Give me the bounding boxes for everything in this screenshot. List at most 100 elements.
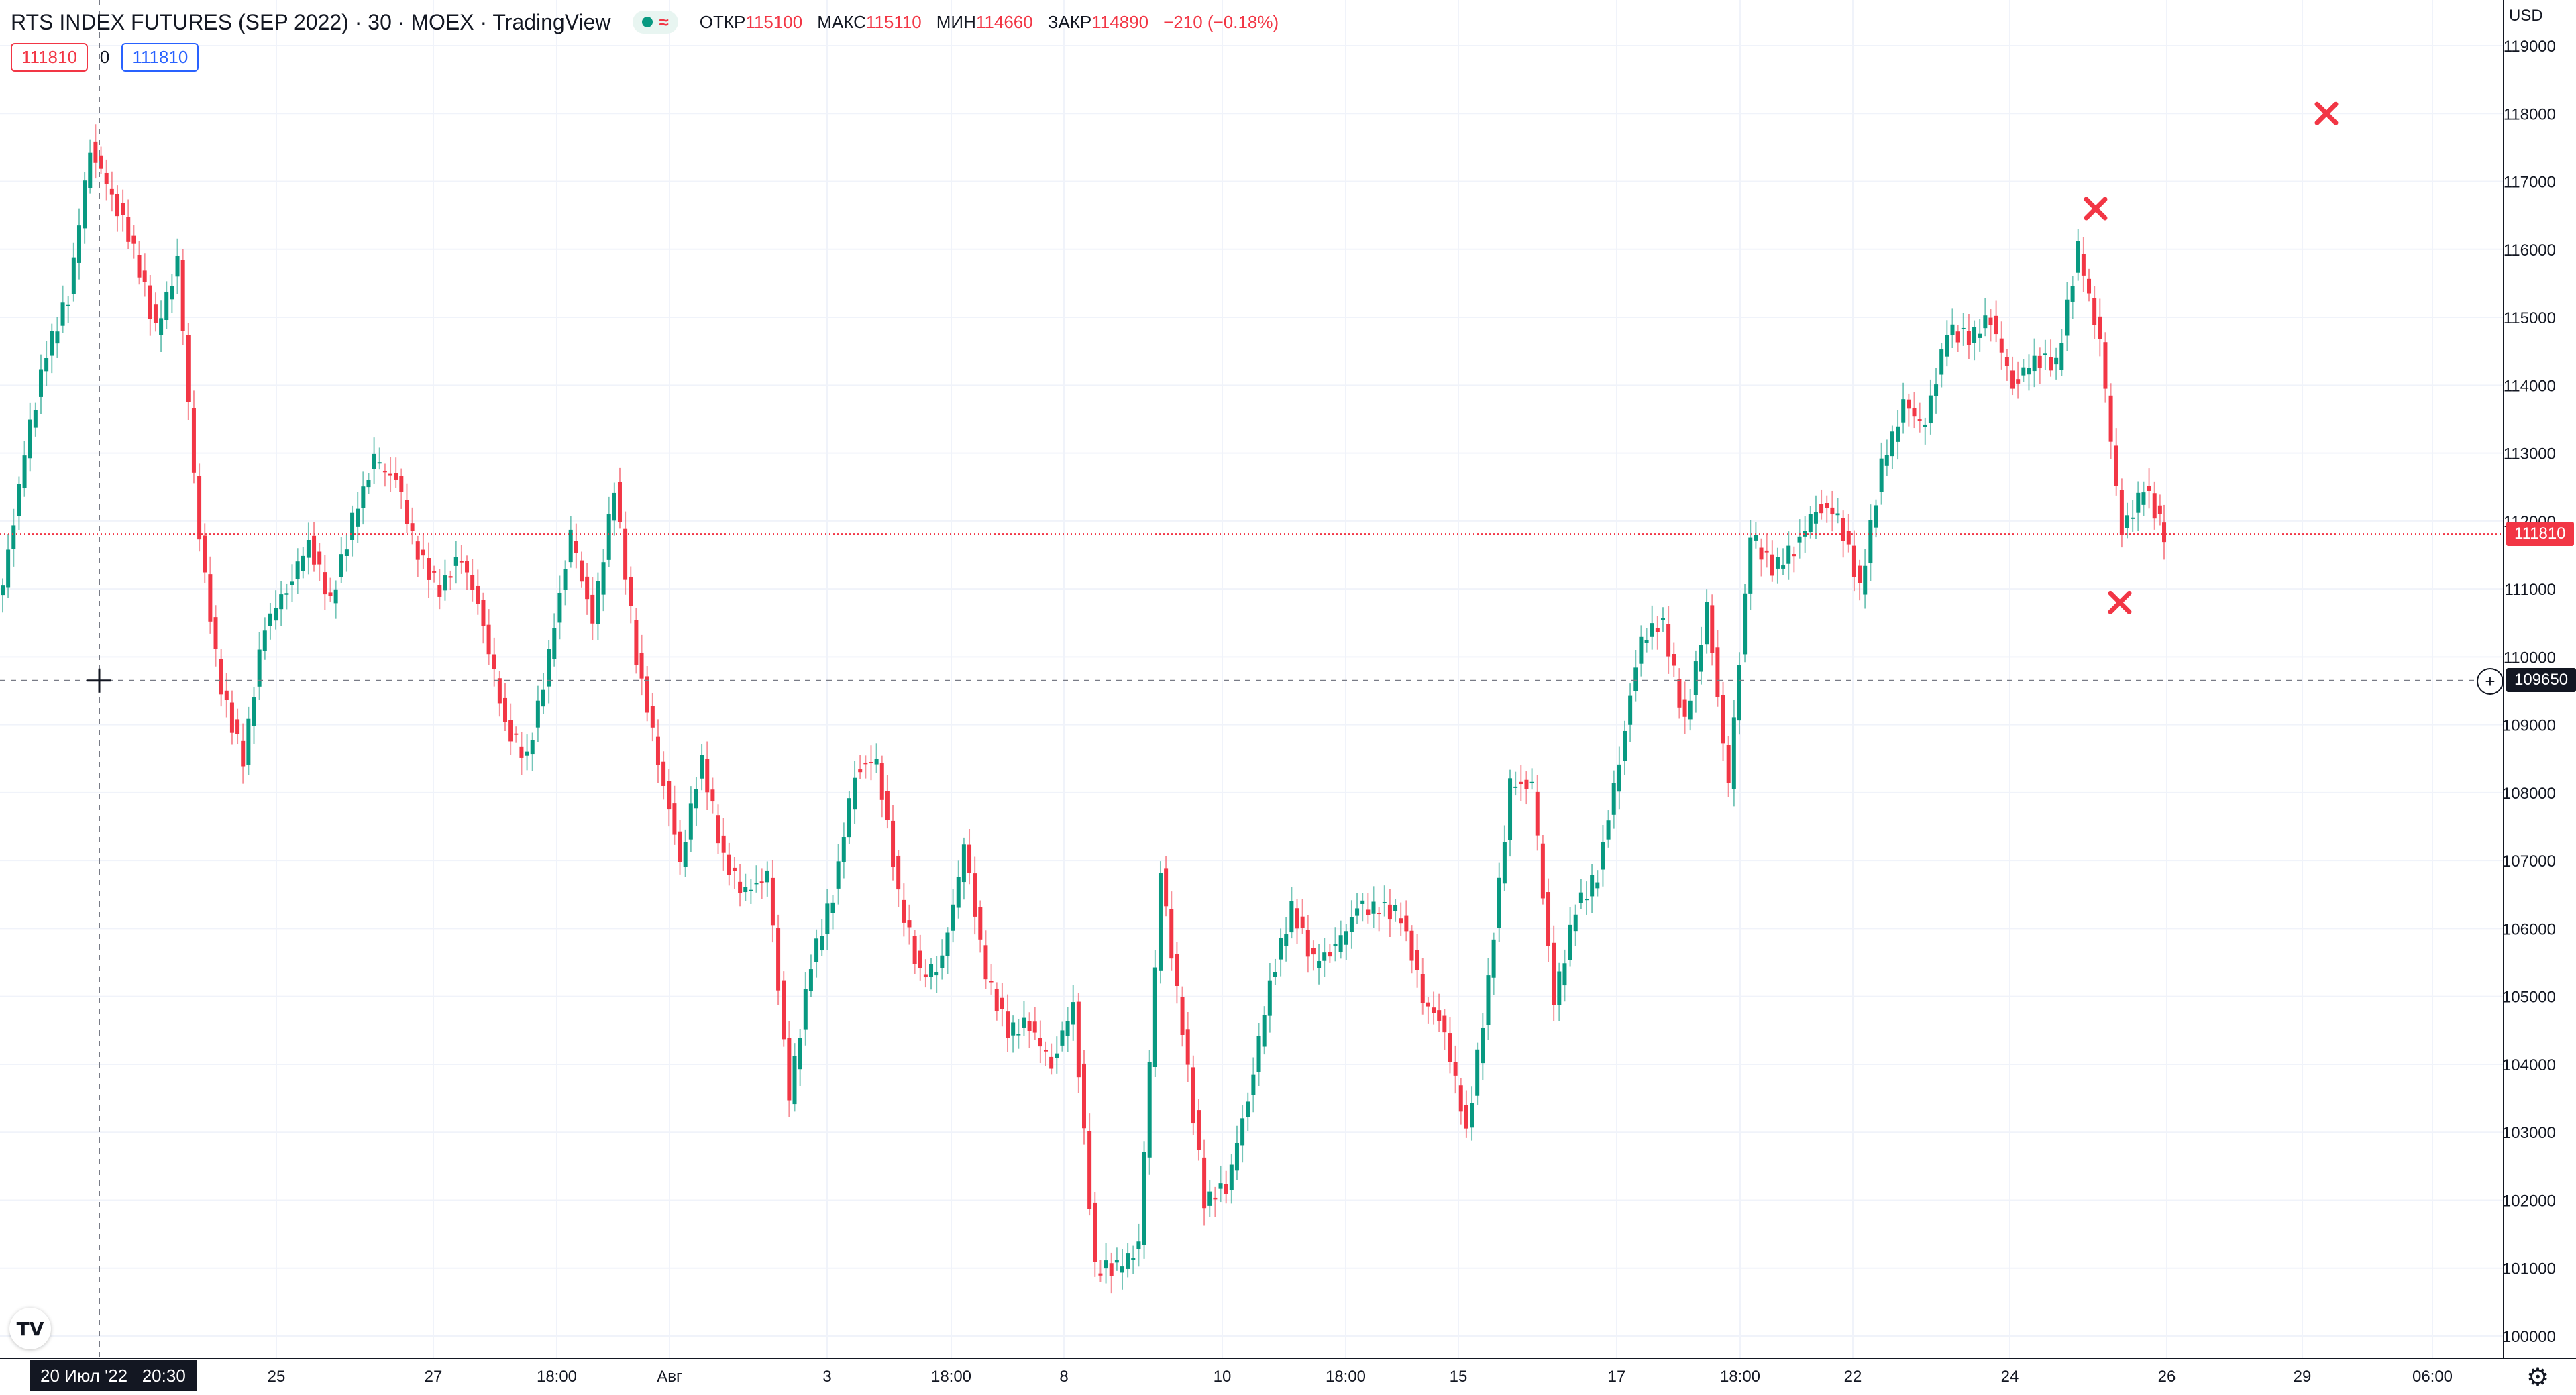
candle-body <box>1256 1036 1261 1072</box>
candle-body <box>1819 504 1824 514</box>
candle-body <box>284 593 289 595</box>
candle-body <box>1666 624 1671 657</box>
candle-body <box>333 589 338 604</box>
candle-body <box>497 678 502 704</box>
candle-body <box>1590 875 1595 897</box>
gear-icon[interactable]: ⚙ <box>2526 1363 2550 1392</box>
candle-body <box>1180 997 1185 1035</box>
candle-body <box>1475 1049 1480 1096</box>
candle-body <box>191 408 196 473</box>
market-open-dot-icon <box>641 17 653 27</box>
tradingview-logo-icon[interactable]: TV <box>9 1308 51 1349</box>
candle-body <box>366 480 371 488</box>
candle-body <box>563 569 568 590</box>
price-axis-label: 111000 <box>2504 581 2556 599</box>
candle-body <box>1907 399 1911 409</box>
candle-body <box>453 557 458 566</box>
time-axis-label: 17 <box>1608 1368 1626 1386</box>
crosshair-price-tag: 109650 <box>2506 668 2576 692</box>
symbol-title[interactable]: RTS INDEX FUTURES (SEP 2022) · 30 · MOEX… <box>11 9 611 34</box>
time-axis-label: 18:00 <box>931 1368 971 1386</box>
candle-body <box>2081 254 2086 276</box>
candle-body <box>803 989 808 1030</box>
candle-body <box>1240 1118 1245 1146</box>
candle-body <box>1213 1197 1218 1200</box>
candle-body <box>1344 931 1348 945</box>
candle-body <box>486 624 491 655</box>
candle-body <box>1491 939 1496 978</box>
candle-body <box>344 549 349 556</box>
candle-body <box>1868 520 1873 564</box>
candle-body <box>71 257 76 294</box>
candle-body <box>1978 333 1982 338</box>
candle-body <box>503 698 508 722</box>
candle-body <box>1775 557 1780 569</box>
candle-body <box>2147 486 2151 491</box>
time-axis-label: 15 <box>1450 1368 1468 1386</box>
candle-body <box>1535 791 1540 836</box>
candle-body <box>782 980 786 1040</box>
candle-body <box>672 803 677 835</box>
candle-body <box>1562 963 1567 986</box>
candle-body <box>825 903 830 934</box>
candle-body <box>1754 535 1758 541</box>
candle-body <box>1955 331 1960 343</box>
candle-body <box>306 539 311 558</box>
candle-body <box>1524 779 1529 789</box>
candle-body <box>1295 908 1299 929</box>
market-status[interactable]: ≈ <box>632 11 678 34</box>
candle-body <box>1164 868 1169 907</box>
candle-body <box>38 369 43 397</box>
candle-body <box>1393 905 1398 912</box>
candle-body <box>1682 699 1687 717</box>
candle-body <box>377 462 382 464</box>
candle-body <box>1508 778 1513 840</box>
candle-body <box>1923 424 1927 427</box>
currency-selector[interactable]: USD <box>2509 7 2543 25</box>
time-axis-label: 8 <box>1059 1368 1068 1386</box>
candle-body <box>863 763 868 765</box>
candle-body <box>1142 1152 1146 1245</box>
candle-body <box>879 763 884 800</box>
candle-body <box>1262 1015 1267 1047</box>
candle-body <box>1382 902 1387 904</box>
candle-body <box>1672 654 1676 666</box>
candle-body <box>907 920 912 928</box>
candle-body <box>1585 899 1589 901</box>
candle-body <box>787 1038 792 1101</box>
candle-body <box>1448 1033 1452 1062</box>
add-alert-plus-icon[interactable]: + <box>2477 668 2504 695</box>
candle-body <box>66 304 70 306</box>
candle-body <box>252 698 256 726</box>
candle-body <box>1360 900 1365 904</box>
candle-body <box>203 535 207 573</box>
candle-body <box>688 803 693 840</box>
sell-price-button[interactable]: 111810 <box>11 43 88 72</box>
candle-body <box>1743 593 1748 655</box>
candle-body <box>547 649 551 687</box>
ohlc-high: МАКС115110 <box>817 11 922 32</box>
time-axis-label: 29 <box>2294 1368 2312 1386</box>
ohlc-close: ЗАКР114890 <box>1047 11 1149 32</box>
candle-body <box>1458 1085 1463 1112</box>
candle-body <box>235 719 240 734</box>
candle-body <box>1120 1266 1124 1273</box>
buy-price-button[interactable]: 111810 <box>121 43 199 72</box>
candle-body <box>721 835 726 853</box>
candle-body <box>1677 679 1682 708</box>
candle-body <box>836 861 841 889</box>
candle-body <box>1546 892 1551 946</box>
candle-body <box>1104 1260 1108 1269</box>
candle-body <box>1377 913 1381 915</box>
candle-body <box>60 302 65 326</box>
candle-body <box>1737 665 1741 721</box>
candle-body <box>1705 602 1709 645</box>
price-axis-label: 108000 <box>2502 785 2556 803</box>
candle-body <box>1338 935 1343 952</box>
candle-body <box>1513 786 1518 788</box>
candle-body <box>1000 997 1004 1009</box>
candle-body <box>83 180 87 229</box>
candle-body <box>109 188 114 195</box>
